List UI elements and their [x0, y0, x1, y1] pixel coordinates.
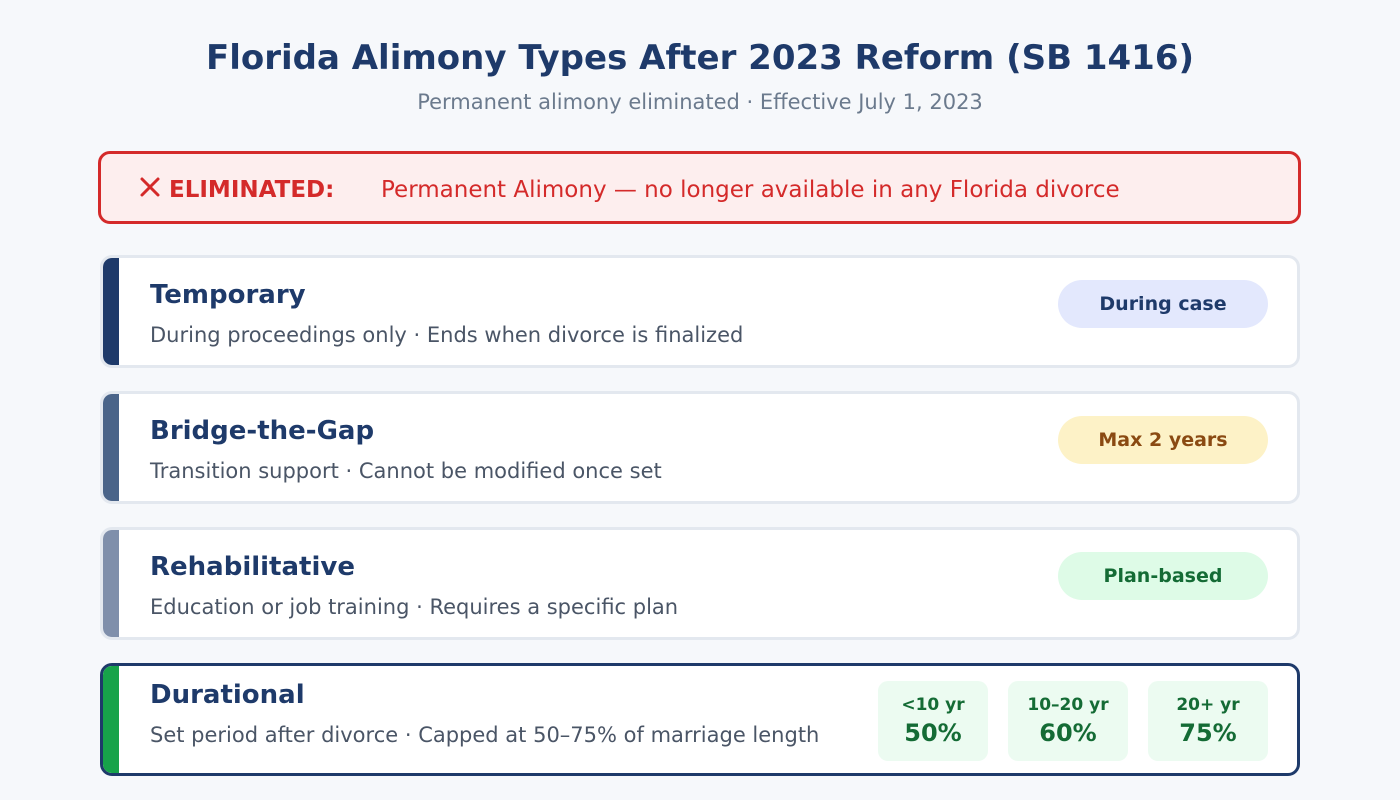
card-accent-bar	[103, 666, 119, 773]
card-description: Set period after divorce · Capped at 50–…	[150, 723, 820, 747]
card-accent-bar	[103, 530, 119, 637]
page-subtitle: Permanent alimony eliminated · Effective…	[417, 90, 983, 114]
card-title: Rehabilitative	[150, 552, 355, 582]
tier-under-10: <10 yr 50%	[878, 681, 988, 761]
eliminated-text: Permanent Alimony — no longer available …	[381, 177, 1120, 203]
tier-10-20: 10–20 yr 60%	[1008, 681, 1128, 761]
x-icon	[140, 177, 160, 197]
page-title: Florida Alimony Types After 2023 Reform …	[205, 38, 1195, 78]
card-title: Bridge-the-Gap	[150, 416, 375, 446]
tier-range: 10–20 yr	[1027, 695, 1109, 715]
eliminated-label: ELIMINATED:	[169, 177, 335, 203]
duration-tiers: <10 yr 50% 10–20 yr 60% 20+ yr 75%	[878, 681, 1268, 761]
tier-range: <10 yr	[901, 695, 965, 715]
card-accent-bar	[103, 394, 119, 501]
tier-over-20: 20+ yr 75%	[1148, 681, 1268, 761]
card-description: During proceedings only · Ends when divo…	[150, 323, 744, 347]
card-durational: Durational Set period after divorce · Ca…	[100, 663, 1300, 776]
duration-badge: During case	[1058, 280, 1268, 328]
card-bridge-the-gap: Bridge-the-Gap Transition support · Cann…	[100, 391, 1300, 504]
card-rehabilitative: Rehabilitative Education or job training…	[100, 527, 1300, 640]
card-title: Durational	[150, 680, 305, 710]
card-title: Temporary	[150, 280, 306, 310]
eliminated-banner: ELIMINATED: Permanent Alimony — no longe…	[98, 151, 1301, 224]
card-description: Transition support · Cannot be modified …	[150, 459, 662, 483]
tier-percent: 75%	[1179, 719, 1237, 747]
duration-badge: Plan-based	[1058, 552, 1268, 600]
tier-range: 20+ yr	[1176, 695, 1240, 715]
card-temporary: Temporary During proceedings only · Ends…	[100, 255, 1300, 368]
card-accent-bar	[103, 258, 119, 365]
tier-percent: 60%	[1039, 719, 1097, 747]
card-description: Education or job training · Requires a s…	[150, 595, 679, 619]
tier-percent: 50%	[904, 719, 962, 747]
duration-badge: Max 2 years	[1058, 416, 1268, 464]
